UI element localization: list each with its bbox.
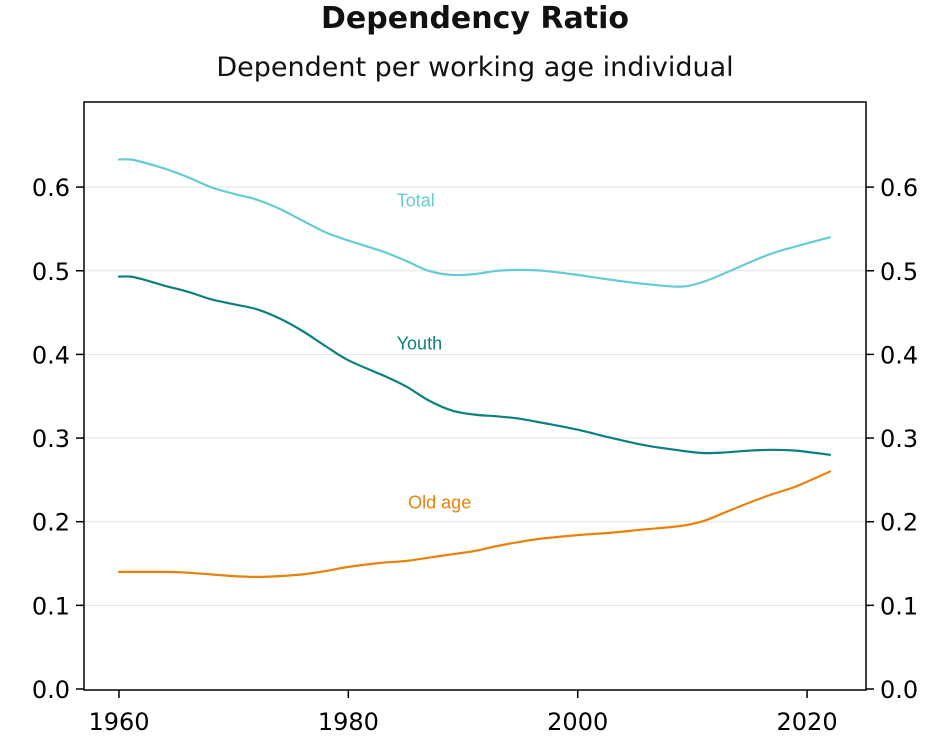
- y-tick-label: 0.3: [32, 425, 70, 453]
- y-axis-left: 0.0 0.1 0.2 0.3 0.4 0.5 0.6: [32, 174, 84, 704]
- series-label-total: Total: [397, 190, 435, 210]
- x-axis: 1960 1980 2000 2020: [88, 690, 838, 736]
- y-tick-label-right: 0.4: [880, 341, 918, 369]
- x-tick-label: 2000: [547, 708, 608, 736]
- x-tick-label: 1980: [318, 708, 379, 736]
- series-line-total: [117, 158, 832, 288]
- x-tick-label: 2020: [777, 708, 838, 736]
- y-tick-label: 0.1: [32, 592, 70, 620]
- y-tick-label: 0.6: [32, 174, 70, 202]
- y-tick-label-right: 0.6: [880, 174, 918, 202]
- chart-title: Dependency Ratio: [321, 1, 629, 36]
- y-axis-right: 0.0 0.1 0.2 0.3 0.4 0.5 0.6: [866, 174, 918, 704]
- series-label-youth: Youth: [397, 333, 442, 353]
- y-tick-label: 0.0: [32, 676, 70, 704]
- series-line-youth: [117, 275, 832, 456]
- y-tick-label: 0.4: [32, 341, 70, 369]
- x-tick-label: 1960: [88, 708, 149, 736]
- series-labels: Total Youth Old age: [397, 190, 472, 512]
- series-label-old-age: Old age: [408, 492, 471, 512]
- y-tick-label-right: 0.0: [880, 676, 918, 704]
- gridlines: [84, 186, 866, 606]
- plot-frame: [83, 101, 867, 691]
- y-tick-label-right: 0.5: [880, 258, 918, 286]
- y-tick-label-right: 0.2: [880, 509, 918, 537]
- y-tick-label: 0.2: [32, 509, 70, 537]
- series-lines: [117, 158, 832, 578]
- y-tick-label-right: 0.3: [880, 425, 918, 453]
- y-tick-label: 0.5: [32, 258, 70, 286]
- series-line-old-age: [117, 470, 832, 578]
- y-tick-label-right: 0.1: [880, 592, 918, 620]
- chart-subtitle: Dependent per working age individual: [216, 52, 734, 83]
